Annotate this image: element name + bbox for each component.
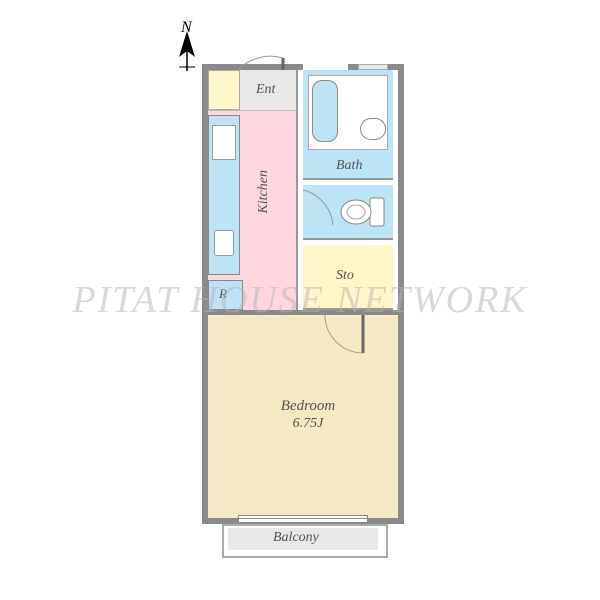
- label-fridge: R: [219, 286, 227, 302]
- entrance-door-icon: [238, 58, 293, 78]
- top-notch2: [358, 64, 388, 70]
- label-bedroom: Bedroom: [268, 398, 348, 415]
- kitchen-stove: [212, 125, 236, 160]
- kitchen-sink: [214, 230, 234, 256]
- top-notch: [303, 64, 348, 70]
- bath-sink: [360, 118, 386, 140]
- compass-label: N: [181, 19, 192, 37]
- label-storage: Sto: [336, 268, 354, 284]
- bathtub: [312, 80, 338, 142]
- floorplan-canvas: N Ent Kitchen R: [0, 0, 600, 600]
- label-entrance: Ent: [256, 82, 275, 98]
- bedroom-window-track: [238, 518, 368, 519]
- label-balcony: Balcony: [273, 530, 319, 546]
- label-kitchen: Kitchen: [256, 170, 272, 214]
- bedroom-door-icon: [323, 315, 373, 360]
- toilet-icon: [338, 194, 388, 230]
- floor-plan: Ent Kitchen R Bath: [208, 70, 398, 550]
- entrance-closet: [208, 70, 240, 110]
- bedroom-window: [238, 515, 368, 523]
- label-bedroom-size: 6.75J: [278, 416, 338, 432]
- label-bath: Bath: [336, 158, 362, 174]
- toilet-door-icon: [303, 185, 343, 240]
